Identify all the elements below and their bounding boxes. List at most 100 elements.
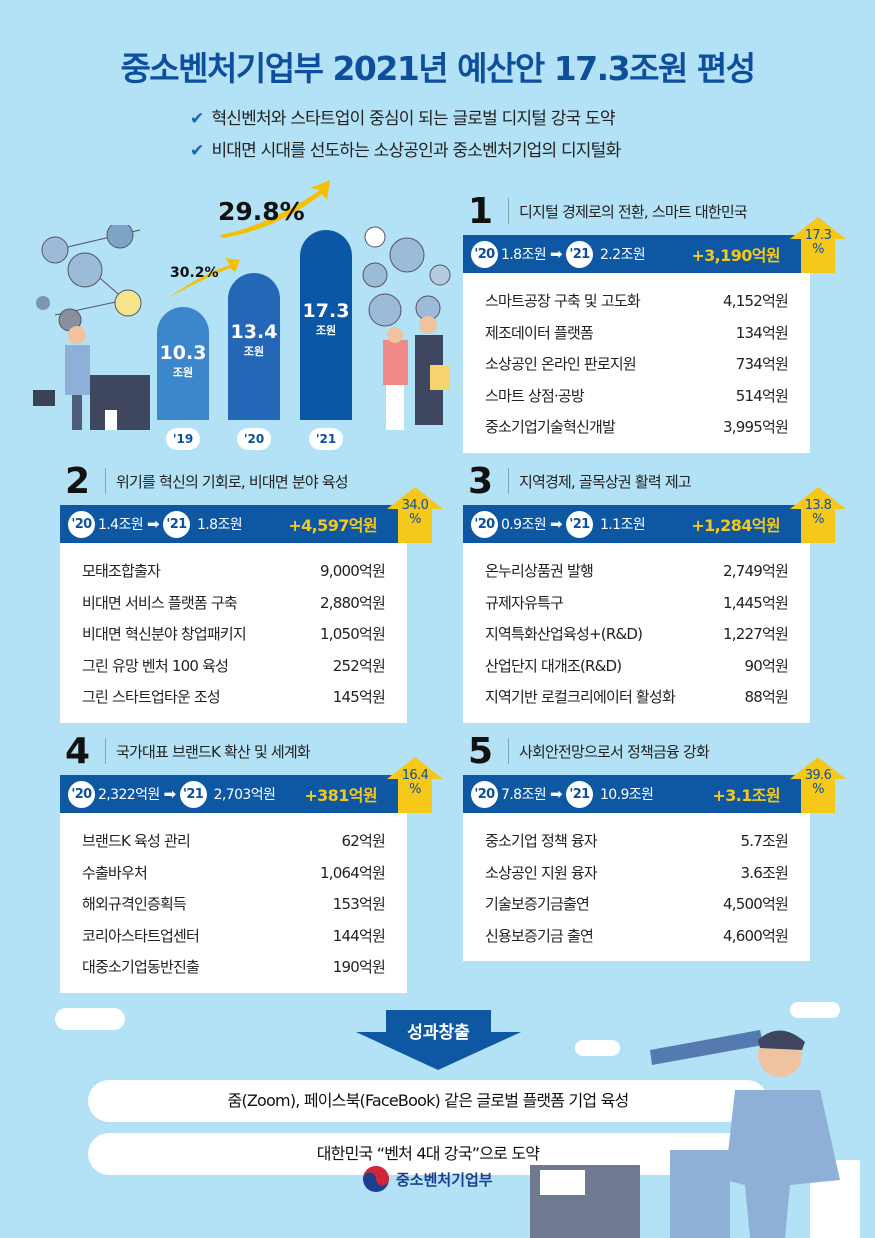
increase-percent-arrow-icon: 17.3% [790,217,846,273]
item-amount: 4,500억원 [723,895,789,914]
panel-number: 5 [468,730,494,772]
list-item: 규제자유특구 1,445억원 [485,587,789,619]
divider [508,468,509,494]
item-name: 규제자유특구 [485,593,564,612]
item-name: 수출바우처 [82,863,148,882]
businessman-illustration [33,225,150,430]
arrow-right-icon: ➡ [550,245,563,263]
list-item: 산업단지 대개조(R&D) 90억원 [485,650,789,682]
list-item: 비대면 혁신분야 창업패키지 1,050억원 [82,618,386,650]
year-badge: '20 [471,510,498,538]
increase-percent: 39.6 [804,768,832,783]
item-amount: 88억원 [744,688,789,707]
increase-amount: +3.1조원 [712,786,780,805]
year-badge: '21 [179,780,207,808]
x-tick-label: '21 [309,428,343,450]
outcome-item: 대한민국 “벤처 4대 강국”으로 도약 [88,1133,768,1175]
increase-amount: +1,284억원 [691,516,780,535]
budget-panel-3: 3 지역경제, 골목상권 활력 제고 '20 0.9조원 ➡ '21 1.1조원 +1,284… [463,460,846,723]
year-badge: '20 [68,510,95,538]
item-name: 제조데이터 플랫폼 [485,323,594,342]
budget-2021: 1.8조원 [197,517,243,533]
item-name: 산업단지 대개조(R&D) [485,656,622,675]
item-name: 비대면 서비스 플랫폼 구축 [82,593,238,612]
item-amount: 252억원 [332,656,386,675]
subtitle-text: 혁신벤처와 스타트업이 중심이 되는 글로벌 디지털 강국 도약 [211,109,615,129]
budget-2020: 0.9조원 [501,517,547,533]
list-item: 스마트 상점·공방 514억원 [485,380,789,412]
panel-title: 지역경제, 골목상권 활력 제고 [519,472,692,491]
telescope-man-illustration [530,1030,860,1238]
panel-title: 사회안전망으로서 정책금융 강화 [519,742,710,761]
item-amount: 144억원 [332,926,386,945]
list-item: 신용보증기금 출연 4,600억원 [485,920,789,952]
list-item: 대중소기업동반진출 190억원 [82,951,386,983]
page-title: 중소벤처기업부 2021년 예산안 17.3조원 편성 [120,49,756,88]
item-amount: 734억원 [735,355,789,374]
panel-title: 국가대표 브랜드K 확산 및 세계화 [116,742,311,761]
increase-percent: 16.4 [401,768,429,783]
increase-percent: 17.3 [804,228,832,243]
item-name: 스마트 상점·공방 [485,386,585,405]
item-name: 지역특화산업육성+(R&D) [485,625,643,644]
panel-number: 3 [468,460,494,502]
item-amount: 62억원 [341,832,386,851]
budget-2021: 2.2조원 [600,247,646,263]
bar-unit-label: 조원 [243,344,265,358]
list-item: 해외규격인증획득 153억원 [82,888,386,920]
item-name: 해외규격인증획득 [82,895,187,914]
item-amount: 9,000억원 [320,562,386,581]
cloud [790,1002,840,1018]
item-name: 중소기업 정책 융자 [485,832,598,851]
year-badge: '21 [566,240,593,268]
budget-panel-1: 1 디지털 경제로의 전환, 스마트 대한민국 '20 1.8조원 ➡ '21 2.2조원 +… [463,191,846,453]
increase-percent: 13.8 [804,498,832,513]
item-name: 대중소기업동반진출 [82,958,200,977]
budget-panel-4: 4 국가대표 브랜드K 확산 및 세계화 '20 2,322억원 ➡ '21 2,703억원… [60,731,443,993]
year-badge: '20 [68,780,95,808]
bar-value-label: 13.4 [230,320,278,343]
list-item: 온누리상품권 발행 2,749억원 [485,555,789,587]
percent-sign: % [409,782,421,797]
outcome-label: 성과창출 [407,1023,470,1043]
budget-2021: 10.9조원 [600,787,654,803]
list-item: 모태조합출자 9,000억원 [82,555,386,587]
growth-label-2020: 30.2% [170,265,219,281]
increase-percent-arrow-icon: 13.8% [790,487,846,543]
outcome-arrow [356,1010,521,1070]
item-name: 중소기업기술혁신개발 [485,418,616,437]
item-amount: 4,600억원 [723,926,789,945]
item-amount: 1,050억원 [320,625,386,644]
year-badge: '21 [163,510,190,538]
budget-panel-5: 5 사회안전망으로서 정책금융 강화 '20 7.8조원 ➡ '21 10.9조원 +3.1조… [463,730,846,961]
outcome-item: 줌(Zoom), 페이스북(FaceBook) 같은 글로벌 플랫폼 기업 육성 [88,1080,768,1122]
budget-summary-band: '20 2,322억원 ➡ '21 2,703억원 +381억원 16.4% [60,757,443,813]
item-name: 브랜드K 육성 관리 [82,832,191,851]
divider [508,738,509,764]
item-list: 중소기업 정책 융자 5.7조원 소상공인 지원 융자 3.6조원 기술보증기금출연 4,… [463,813,810,961]
bar-value-label: 17.3 [302,299,350,322]
percent-sign: % [812,242,824,257]
bar-unit-label: 조원 [172,365,194,379]
arrow-right-icon: ➡ [163,785,177,803]
budget-2021: 2,703억원 [213,787,276,803]
year-badge: '21 [566,780,593,808]
item-amount: 5.7조원 [740,832,789,851]
list-item: 코리아스타트업센터 144억원 [82,920,386,952]
bar-unit-label: 조원 [315,323,337,337]
item-name: 온누리상품권 발행 [485,562,594,581]
item-list: 모태조합출자 9,000억원 비대면 서비스 플랫폼 구축 2,880억원 비대면 혁신… [60,543,407,723]
list-item: 그린 스타트업타운 조성 145억원 [82,681,386,713]
item-amount: 3,995억원 [723,418,789,437]
budget-summary-band: '20 7.8조원 ➡ '21 10.9조원 +3.1조원 39.6% [463,757,846,813]
percent-sign: % [812,512,824,527]
list-item: 스마트공장 구축 및 고도화 4,152억원 [485,285,789,317]
bar-2: 17.3 조원 [300,229,352,420]
item-name: 모태조합출자 [82,562,161,581]
divider [508,198,509,224]
item-amount: 1,227억원 [723,625,789,644]
list-item: 중소기업기술혁신개발 3,995억원 [485,411,789,443]
item-amount: 190억원 [332,958,386,977]
arrow-right-icon: ➡ [147,515,160,533]
